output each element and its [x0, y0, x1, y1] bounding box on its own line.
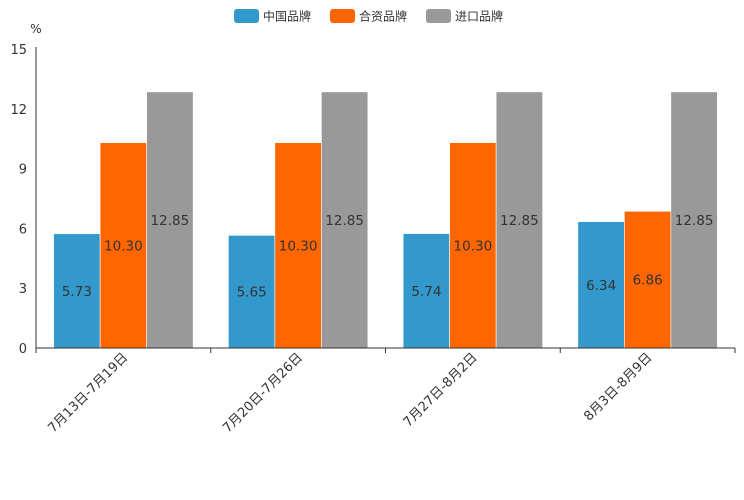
bar — [495, 91, 543, 349]
bar — [99, 142, 147, 349]
y-axis: 0 3 6 9 12 15 — [10, 43, 37, 357]
bar — [577, 221, 625, 349]
data-label: 10.30 — [104, 238, 143, 254]
x-tick-label: 7月20日-7月26日 — [220, 350, 306, 436]
legend-label-1: 中国品牌 — [263, 9, 311, 24]
data-label: 12.85 — [675, 213, 714, 229]
x-axis: 7月13日-7月19日 7月20日-7月26日 7月27日-8月2日 8月3日-8月9… — [35, 347, 736, 436]
data-label: 5.74 — [411, 284, 441, 300]
legend-swatch-2 — [330, 9, 355, 23]
x-tick-label: 8月3日-8月9日 — [581, 350, 655, 424]
x-tick-label: 7月13日-7月19日 — [45, 350, 131, 436]
y-tick-label: 12 — [10, 103, 27, 118]
data-labels-group: 5.73 10.30 12.85 5.65 10.30 12.85 5.74 10.30 12.… — [62, 213, 714, 301]
y-tick-label: 15 — [10, 43, 27, 58]
legend-swatch-1 — [234, 9, 259, 23]
data-label: 10.30 — [279, 238, 318, 254]
bar — [321, 91, 369, 349]
y-tick-label: 9 — [19, 163, 27, 178]
legend-label-3: 进口品牌 — [455, 10, 503, 24]
data-label: 10.30 — [454, 238, 493, 254]
bar — [670, 91, 718, 349]
bar — [624, 210, 672, 349]
data-label: 12.85 — [325, 213, 364, 229]
legend: 中国品牌 合资品牌 进口品牌 — [234, 9, 503, 24]
x-tick-label: 7月27日-8月2日 — [401, 350, 481, 430]
legend-swatch-3 — [426, 9, 451, 23]
y-axis-unit-label: % — [30, 22, 41, 36]
data-label: 12.85 — [500, 213, 539, 229]
data-label: 6.34 — [586, 278, 616, 294]
data-label: 6.86 — [633, 273, 663, 289]
data-label: 12.85 — [151, 213, 190, 229]
data-label: 5.65 — [237, 285, 267, 301]
legend-label-2: 合资品牌 — [359, 9, 407, 24]
bars-group — [53, 91, 718, 349]
y-tick-label: 0 — [19, 342, 27, 357]
y-tick-label: 3 — [19, 282, 27, 297]
bar — [449, 142, 497, 349]
y-tick-label: 6 — [19, 222, 27, 237]
data-label: 5.73 — [62, 284, 92, 300]
